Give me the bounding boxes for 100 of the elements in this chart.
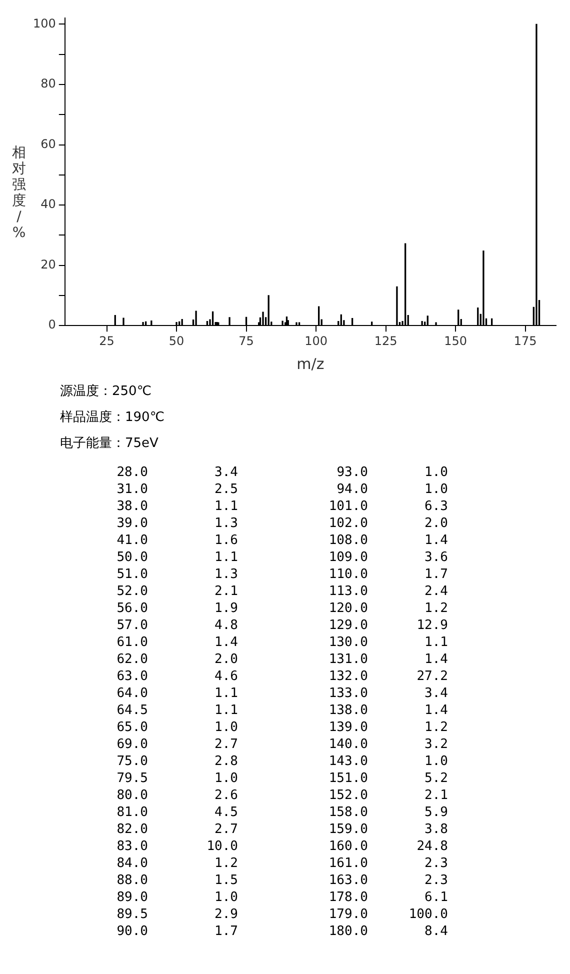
text: 52.0 bbox=[116, 583, 148, 600]
text: 132.0 bbox=[328, 668, 368, 685]
text: 159.0 bbox=[328, 821, 368, 838]
text: 93.0 bbox=[336, 464, 368, 481]
text: 81.0 bbox=[116, 804, 148, 821]
text: 2.8 bbox=[214, 753, 238, 770]
text: 62.0 bbox=[116, 651, 148, 668]
text: 3.2 bbox=[424, 736, 448, 753]
text: 143.0 bbox=[328, 753, 368, 770]
x-tick-label: 100 bbox=[304, 334, 328, 348]
text: 1.0 bbox=[424, 753, 448, 770]
text: 88.0 bbox=[116, 872, 148, 889]
text: 64.5 bbox=[116, 702, 148, 719]
text: 5.2 bbox=[424, 770, 448, 787]
text: 2.6 bbox=[214, 787, 238, 804]
y-tick-label: 80 bbox=[40, 76, 56, 91]
text: 1.1 bbox=[214, 549, 238, 566]
text: 1.7 bbox=[214, 923, 238, 940]
text: 133.0 bbox=[328, 685, 368, 702]
text: 102.0 bbox=[328, 515, 368, 532]
x-tick-label: 50 bbox=[168, 334, 184, 348]
text: 2.0 bbox=[214, 651, 238, 668]
text: 1.0 bbox=[214, 770, 238, 787]
text: 1.1 bbox=[424, 634, 448, 651]
text: 1.4 bbox=[424, 532, 448, 549]
text: 2.4 bbox=[424, 583, 448, 600]
text: 3.6 bbox=[424, 549, 448, 566]
text: 3.4 bbox=[424, 685, 448, 702]
x-tick-label: 125 bbox=[374, 334, 398, 348]
text: 1.5 bbox=[214, 872, 238, 889]
text: 2.9 bbox=[214, 906, 238, 923]
text: 4.6 bbox=[214, 668, 238, 685]
text: 179.0 bbox=[328, 906, 368, 923]
text: 1.2 bbox=[214, 855, 238, 872]
text: 160.0 bbox=[328, 838, 368, 855]
text: 61.0 bbox=[116, 634, 148, 651]
text: 51.0 bbox=[116, 566, 148, 583]
text: 源温度：250℃ bbox=[60, 383, 152, 400]
text: 89.0 bbox=[116, 889, 148, 906]
text: 152.0 bbox=[328, 787, 368, 804]
text: 110.0 bbox=[328, 566, 368, 583]
text: 83.0 bbox=[116, 838, 148, 855]
text: 28.0 bbox=[116, 464, 148, 481]
text: 6.3 bbox=[424, 498, 448, 515]
text: 2.5 bbox=[214, 481, 238, 498]
text: 10.0 bbox=[206, 838, 238, 855]
text: 5.9 bbox=[424, 804, 448, 821]
text: 120.0 bbox=[328, 600, 368, 617]
text: 2.7 bbox=[214, 736, 238, 753]
text: 41.0 bbox=[116, 532, 148, 549]
x-tick-label: 150 bbox=[444, 334, 467, 348]
text: 158.0 bbox=[328, 804, 368, 821]
text: 178.0 bbox=[328, 889, 368, 906]
text: 109.0 bbox=[328, 549, 368, 566]
text: 12.9 bbox=[416, 617, 448, 634]
text: 2.1 bbox=[214, 583, 238, 600]
y-tick-label: 60 bbox=[40, 136, 56, 151]
text: 151.0 bbox=[328, 770, 368, 787]
text: 163.0 bbox=[328, 872, 368, 889]
text: 2.3 bbox=[424, 855, 448, 872]
text: 57.0 bbox=[116, 617, 148, 634]
text: 90.0 bbox=[116, 923, 148, 940]
x-tick-label: 25 bbox=[99, 334, 114, 348]
text: 1.4 bbox=[214, 634, 238, 651]
text: 84.0 bbox=[116, 855, 148, 872]
text: 电子能量：75eV bbox=[60, 435, 160, 452]
text: 39.0 bbox=[116, 515, 148, 532]
text: 1.3 bbox=[214, 566, 238, 583]
text: 50.0 bbox=[116, 549, 148, 566]
text: 1.4 bbox=[424, 702, 448, 719]
text: 27.2 bbox=[416, 668, 448, 685]
text: 63.0 bbox=[116, 668, 148, 685]
text: 1.7 bbox=[424, 566, 448, 583]
text: 31.0 bbox=[116, 481, 148, 498]
text: 1.0 bbox=[424, 481, 448, 498]
x-tick-label: 175 bbox=[514, 334, 537, 348]
text: 4.5 bbox=[214, 804, 238, 821]
text: 1.9 bbox=[214, 600, 238, 617]
text: 75.0 bbox=[116, 753, 148, 770]
text: 69.0 bbox=[116, 736, 148, 753]
text: 1.0 bbox=[424, 464, 448, 481]
y-tick-label: 20 bbox=[40, 257, 56, 272]
text: 161.0 bbox=[328, 855, 368, 872]
text: 140.0 bbox=[328, 736, 368, 753]
text: 138.0 bbox=[328, 702, 368, 719]
text: 38.0 bbox=[116, 498, 148, 515]
text: 1.0 bbox=[214, 719, 238, 736]
text: 56.0 bbox=[116, 600, 148, 617]
text: 139.0 bbox=[328, 719, 368, 736]
text: 6.1 bbox=[424, 889, 448, 906]
text: 80.0 bbox=[116, 787, 148, 804]
text: 24.8 bbox=[416, 838, 448, 855]
text: 3.8 bbox=[424, 821, 448, 838]
text: 2.7 bbox=[214, 821, 238, 838]
text: 101.0 bbox=[328, 498, 368, 515]
text: 1.3 bbox=[214, 515, 238, 532]
text: 82.0 bbox=[116, 821, 148, 838]
text: 1.2 bbox=[424, 719, 448, 736]
text: 4.8 bbox=[214, 617, 238, 634]
text: 8.4 bbox=[424, 923, 448, 940]
